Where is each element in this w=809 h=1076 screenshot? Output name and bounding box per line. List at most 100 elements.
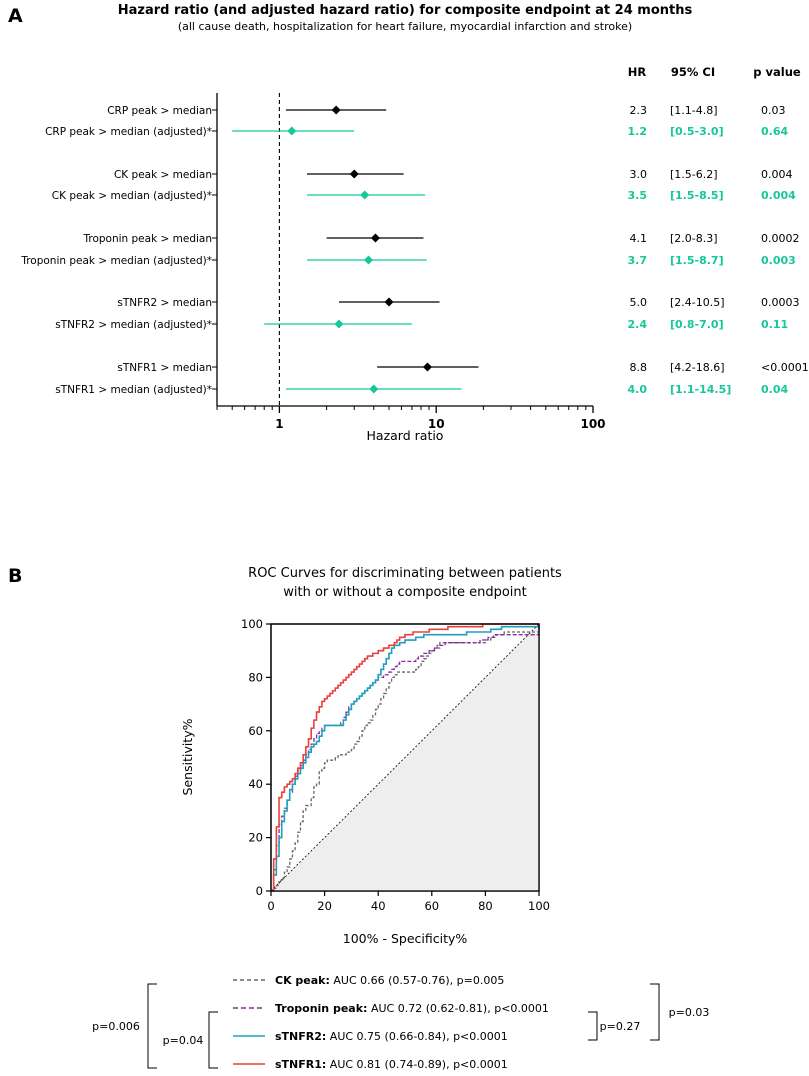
hr-point-marker bbox=[334, 319, 344, 329]
legend-label: CK peak: AUC 0.66 (0.57-0.76), p=0.005 bbox=[275, 974, 504, 987]
hr-value: 3.5 bbox=[628, 189, 648, 202]
legend-label-name: sTNFR2: bbox=[275, 1030, 326, 1043]
forest-plot-title: Hazard ratio (and adjusted hazard ratio)… bbox=[118, 3, 693, 18]
p-value: 0.03 bbox=[761, 104, 786, 117]
forest-row: CK peak > median 3.0 [1.5-6.2] 0.004 bbox=[114, 168, 793, 181]
forest-row-label: sTNFR1 > median bbox=[117, 362, 212, 374]
hr-point-marker bbox=[422, 362, 432, 372]
p-value: 0.003 bbox=[761, 254, 796, 267]
pvalue-right-inner: p=0.27 bbox=[600, 1020, 641, 1033]
pvalue-left-inner: p=0.04 bbox=[163, 1034, 204, 1047]
hr-value: 5.0 bbox=[630, 296, 648, 309]
table-header-ci: 95% CI bbox=[671, 65, 715, 79]
forest-row-label: sTNFR1 > median (adjusted)* bbox=[55, 384, 212, 396]
bracket-right-inner bbox=[588, 1011, 598, 1041]
legend-label: Troponin peak: AUC 0.72 (0.62-0.81), p<0… bbox=[275, 1002, 549, 1015]
roc-x-tick-label: 0 bbox=[267, 899, 274, 913]
forest-row: CK peak > median (adjusted)* 3.5 [1.5-8.5]… bbox=[52, 189, 796, 202]
roc-curve-ck-peak bbox=[271, 624, 540, 892]
forest-row: sTNFR1 > median 8.8 [4.2-18.6] <0.0001 bbox=[117, 361, 808, 374]
roc-x-tick-label: 100 bbox=[528, 899, 550, 913]
ci-value: [0.5-3.0] bbox=[670, 125, 724, 138]
p-value: 0.0003 bbox=[761, 296, 800, 309]
roc-panel: B ROC Curves for discriminating between … bbox=[8, 565, 709, 1071]
bracket-left-outer bbox=[147, 983, 157, 1069]
roc-axis-ticks: 0 20 40 60 80 100 0 20 40 60 80 100 bbox=[241, 617, 550, 913]
p-value: 0.04 bbox=[761, 383, 788, 396]
roc-y-tick-label: 60 bbox=[248, 724, 263, 738]
hr-point-marker bbox=[331, 105, 341, 115]
hr-value: 4.1 bbox=[630, 232, 648, 245]
roc-y-tick-label: 0 bbox=[256, 884, 263, 898]
forest-row: CRP peak > median (adjusted)* 1.2 [0.5-3.0… bbox=[45, 125, 788, 138]
forest-row: CRP peak > median 2.3 [1.1-4.8] 0.03 bbox=[107, 104, 785, 117]
hr-value: 8.8 bbox=[630, 361, 648, 374]
legend-label: sTNFR2: AUC 0.75 (0.66-0.84), p<0.0001 bbox=[275, 1030, 508, 1043]
legend-label-stats: AUC 0.66 (0.57-0.76), p=0.005 bbox=[330, 974, 504, 987]
roc-y-tick-label: 20 bbox=[248, 831, 263, 845]
roc-curve-stnfr2 bbox=[271, 624, 540, 892]
hr-value: 1.2 bbox=[628, 125, 648, 138]
forest-row-label: sTNFR2 > median (adjusted)* bbox=[55, 319, 212, 331]
forest-tick-label: 1 bbox=[275, 417, 283, 431]
p-value: 0.0002 bbox=[761, 232, 800, 245]
forest-tick-label: 100 bbox=[580, 417, 605, 431]
forest-x-ticks: 1 10 100 bbox=[216, 406, 606, 431]
roc-y-tick-label: 100 bbox=[241, 617, 263, 631]
legend-label-stats: AUC 0.81 (0.74-0.89), p<0.0001 bbox=[326, 1058, 507, 1071]
forest-row-label: CRP peak > median bbox=[107, 105, 212, 117]
roc-y-tick-label: 40 bbox=[248, 777, 263, 791]
panel-a-letter: A bbox=[8, 5, 23, 27]
legend-item: sTNFR2: AUC 0.75 (0.66-0.84), p<0.0001 bbox=[233, 1030, 508, 1043]
legend-label-name: sTNFR1: bbox=[275, 1058, 326, 1071]
p-value: 0.64 bbox=[761, 125, 788, 138]
hr-point-marker bbox=[369, 384, 379, 394]
forest-row-label: sTNFR2 > median bbox=[117, 297, 212, 309]
forest-row: sTNFR2 > median 5.0 [2.4-10.5] 0.0003 bbox=[117, 296, 799, 309]
legend-item: CK peak: AUC 0.66 (0.57-0.76), p=0.005 bbox=[233, 974, 504, 987]
ci-value: [1.1-4.8] bbox=[670, 104, 718, 117]
hr-value: 2.3 bbox=[630, 104, 648, 117]
legend-label-stats: AUC 0.75 (0.66-0.84), p<0.0001 bbox=[326, 1030, 507, 1043]
forest-row-label: Troponin peak > median (adjusted)* bbox=[20, 255, 212, 267]
table-header-hr: HR bbox=[628, 65, 647, 79]
roc-reference-diagonal bbox=[270, 623, 540, 892]
hr-point-marker bbox=[287, 126, 297, 136]
forest-row-label: CRP peak > median (adjusted)* bbox=[45, 126, 212, 138]
forest-plot-panel: A Hazard ratio (and adjusted hazard rati… bbox=[8, 3, 809, 443]
bracket-left-inner bbox=[208, 1011, 218, 1069]
forest-row-label: CK peak > median bbox=[114, 169, 212, 181]
legend-label-name: CK peak: bbox=[275, 974, 330, 987]
roc-title-line-2: with or without a composite endpoint bbox=[283, 585, 526, 600]
roc-legend: CK peak: AUC 0.66 (0.57-0.76), p=0.005 Tr… bbox=[233, 974, 549, 1071]
hr-value: 2.4 bbox=[628, 318, 648, 331]
hr-point-marker bbox=[360, 190, 370, 200]
hr-point-marker bbox=[384, 297, 394, 307]
forest-row: sTNFR2 > median (adjusted)* 2.4 [0.8-7.0] 0… bbox=[55, 318, 788, 331]
ci-value: [1.5-6.2] bbox=[670, 168, 718, 181]
bracket-right-outer bbox=[650, 983, 660, 1041]
roc-x-tick-label: 20 bbox=[317, 899, 332, 913]
ci-value: [2.0-8.3] bbox=[670, 232, 718, 245]
comparison-brackets bbox=[147, 983, 660, 1069]
ci-value: [0.8-7.0] bbox=[670, 318, 724, 331]
hr-value: 3.0 bbox=[630, 168, 648, 181]
p-value: <0.0001 bbox=[761, 361, 809, 374]
forest-plot-subtitle: (all cause death, hospitalization for he… bbox=[178, 20, 632, 33]
legend-item: Troponin peak: AUC 0.72 (0.62-0.81), p<0… bbox=[233, 1002, 549, 1015]
roc-x-tick-label: 40 bbox=[371, 899, 386, 913]
legend-label-name: Troponin peak: bbox=[275, 1002, 367, 1015]
p-value: 0.11 bbox=[761, 318, 788, 331]
hr-value: 4.0 bbox=[628, 383, 648, 396]
forest-tick-label: 10 bbox=[428, 417, 445, 431]
roc-y-tick-label: 80 bbox=[248, 670, 263, 684]
forest-row-label: CK peak > median (adjusted)* bbox=[52, 190, 212, 202]
forest-row: Troponin peak > median (adjusted)* 3.7 [1.… bbox=[20, 254, 795, 267]
ci-value: [1.5-8.7] bbox=[670, 254, 724, 267]
panel-b-letter: B bbox=[8, 565, 22, 587]
ci-value: [4.2-18.6] bbox=[670, 361, 725, 374]
roc-x-axis-label: 100% - Specificity% bbox=[343, 931, 468, 946]
roc-x-tick-label: 80 bbox=[478, 899, 493, 913]
hr-point-marker bbox=[349, 169, 359, 179]
